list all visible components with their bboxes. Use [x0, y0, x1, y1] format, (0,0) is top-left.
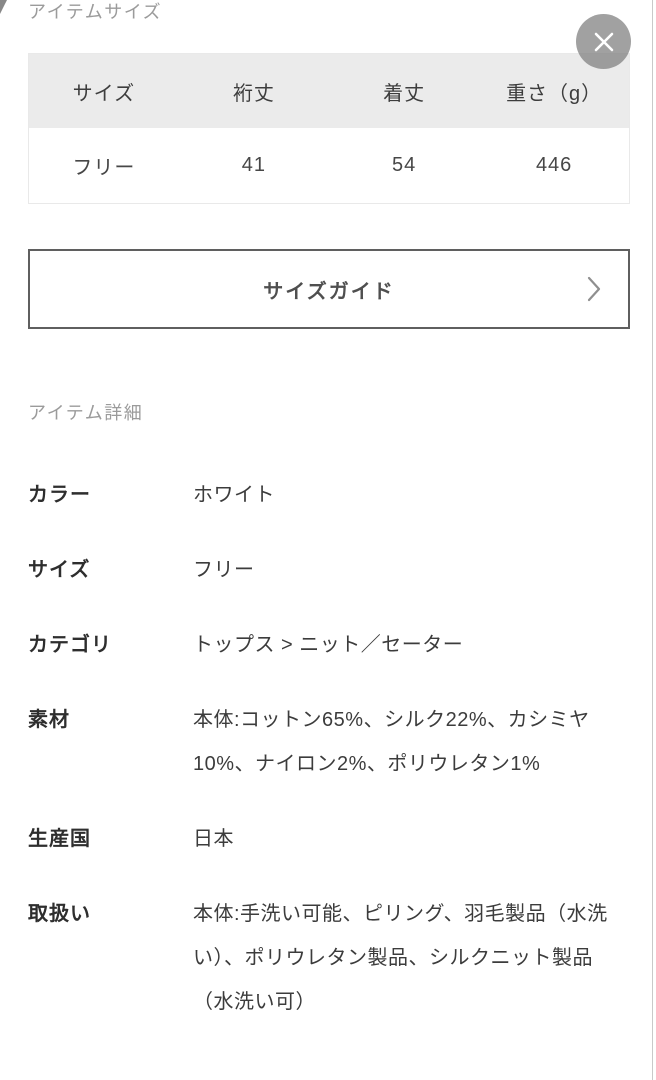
panel-content: アイテムサイズ サイズ 裄丈 着丈 重さ（g） フリー 41 54 446 — [28, 2, 630, 1024]
detail-label: カラー — [28, 484, 91, 506]
detail-label: カテゴリ — [28, 634, 112, 656]
size-table-header-length: 着丈 — [329, 53, 480, 128]
detail-row-country: 生産国 日本 — [28, 817, 630, 861]
detail-value: ホワイト — [193, 484, 275, 506]
detail-row-category: カテゴリ トップス > ニット／セーター — [28, 623, 630, 667]
detail-value: フリー — [193, 559, 255, 581]
detail-value: 本体:手洗い可能、ピリング、羽毛製品（水洗い）、ポリウレタン製品、シルクニット製… — [193, 903, 608, 1013]
detail-value: 本体:コットン65%、シルク22%、カシミヤ10%、ナイロン2%、ポリウレタン1… — [193, 709, 590, 775]
detail-row-color: カラー ホワイト — [28, 473, 630, 517]
size-value: フリー — [28, 128, 179, 204]
chevron-right-icon — [586, 276, 602, 302]
size-table-header-sleeve: 裄丈 — [178, 53, 329, 128]
size-table-header-row: サイズ 裄丈 着丈 重さ（g） — [28, 53, 630, 128]
panel-edge-divider — [652, 0, 653, 1080]
close-icon — [592, 30, 616, 54]
size-table-row: フリー 41 54 446 — [28, 128, 630, 204]
detail-label: 素材 — [28, 709, 70, 731]
size-section-heading: アイテムサイズ — [28, 2, 163, 22]
size-guide-button[interactable]: サイズガイド — [28, 249, 630, 329]
size-table-header-size: サイズ — [28, 53, 179, 128]
detail-row-size: サイズ フリー — [28, 548, 630, 592]
length-value: 54 — [329, 128, 480, 204]
detail-value: トップス > ニット／セーター — [193, 634, 464, 656]
item-size-table: サイズ 裄丈 着丈 重さ（g） フリー 41 54 446 — [28, 53, 630, 204]
detail-label: 取扱い — [28, 903, 91, 925]
corner-artifact — [0, 0, 7, 14]
sleeve-value: 41 — [178, 128, 329, 204]
detail-label: 生産国 — [28, 828, 91, 850]
size-guide-label: サイズガイド — [263, 280, 395, 303]
close-button[interactable] — [576, 14, 631, 69]
detail-section-heading: アイテム詳細 — [28, 403, 144, 423]
detail-row-care: 取扱い 本体:手洗い可能、ピリング、羽毛製品（水洗い）、ポリウレタン製品、シルク… — [28, 892, 630, 1024]
detail-label: サイズ — [28, 559, 91, 581]
weight-value: 446 — [479, 128, 630, 204]
detail-row-material: 素材 本体:コットン65%、シルク22%、カシミヤ10%、ナイロン2%、ポリウレ… — [28, 698, 630, 786]
detail-value: 日本 — [193, 828, 234, 850]
item-details-list: カラー ホワイト サイズ フリー カテゴリ トップス > ニット／セーター 素材… — [28, 473, 630, 1024]
